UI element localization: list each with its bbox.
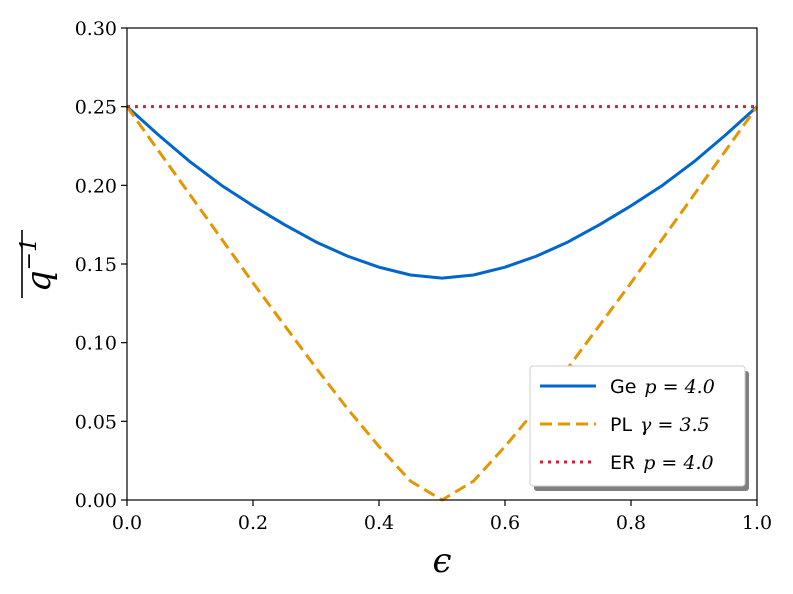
legend-box <box>529 365 746 487</box>
y-tick-label: 0.25 <box>75 97 117 119</box>
legend-label-er: ER p = 4.0 <box>610 452 714 474</box>
y-tick-label: 0.20 <box>75 175 117 197</box>
y-tick-label: 0.05 <box>75 411 117 433</box>
x-tick-label: 0.0 <box>112 512 142 534</box>
legend-label-ge: Ge p = 4.0 <box>610 376 715 398</box>
axis-ticks: 0.0 0.2 0.4 0.6 0.8 1.0 0.00 0.05 0.10 0.15 0.20 0.… <box>75 18 772 534</box>
x-tick-label: 0.8 <box>616 512 646 534</box>
x-axis-label: ϵ <box>432 541 451 581</box>
legend: Ge p = 4.0 PL γ = 3.5 ER p = 4.0 <box>529 365 749 491</box>
x-tick-label: 0.6 <box>490 512 520 534</box>
x-tick-label: 0.4 <box>364 512 394 534</box>
x-tick-label: 1.0 <box>742 512 772 534</box>
y-tick-label: 0.30 <box>75 18 117 40</box>
y-axis-label-base: q <box>19 270 59 292</box>
y-axis-label-exponent: −1 <box>17 238 42 270</box>
legend-items: Ge p = 4.0 PL γ = 3.5 ER p = 4.0 <box>540 376 715 474</box>
y-tick-label: 0.15 <box>75 254 117 276</box>
legend-label-pl: PL γ = 3.5 <box>610 414 710 436</box>
x-tick-label: 0.2 <box>238 512 268 534</box>
y-axis-label: q−1 <box>17 238 59 292</box>
y-tick-label: 0.00 <box>75 490 117 512</box>
series-line-ge <box>125 105 759 280</box>
y-tick-label: 0.10 <box>75 333 117 355</box>
